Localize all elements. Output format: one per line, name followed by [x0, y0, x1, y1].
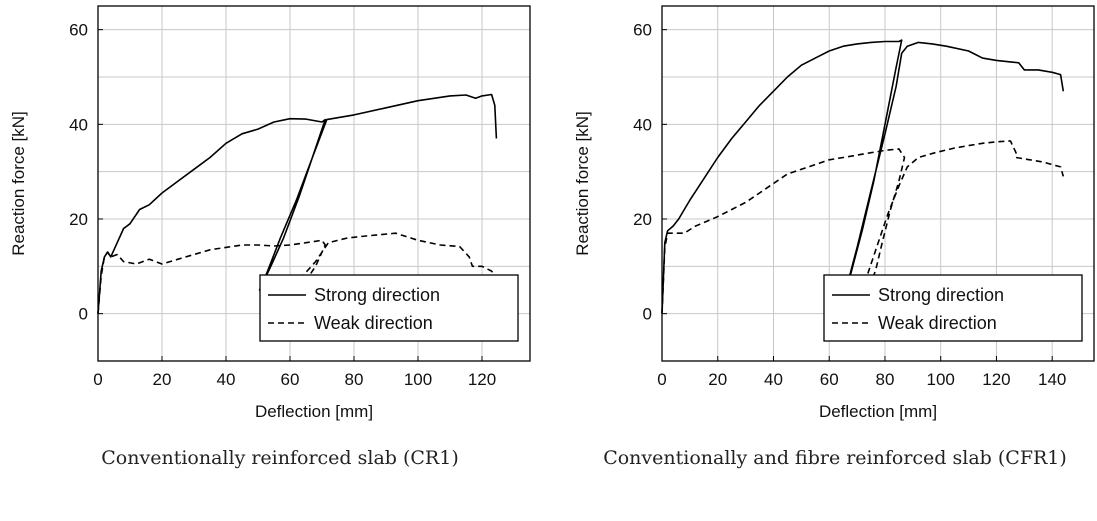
cfr1-ytick-label-2: 40 [633, 115, 652, 134]
cr1-ytick-label-1: 20 [69, 210, 88, 229]
cfr1-legend: Strong direction Weak direction [823, 274, 1083, 342]
cfr1-xaxis-label: Deflection [mm] [819, 402, 937, 421]
chart-caption-right: Conventionally and fibre reinforced slab… [603, 447, 1067, 469]
cfr1-xtick-label-1: 20 [708, 370, 727, 389]
cr1-xtick-label-4: 80 [345, 370, 364, 389]
cfr1-ytick-label-1: 20 [633, 210, 652, 229]
cr1-chart: 0 20 40 60 80 100 120 0 20 40 60 Deflection [mm] Rea… [9, 5, 531, 421]
cr1-xtick-label-0: 0 [93, 370, 102, 389]
cfr1-legend-label-0: Strong direction [878, 285, 1004, 305]
cfr1-xtick-label-2: 40 [764, 370, 783, 389]
cr1-plot-frame [97, 5, 531, 362]
cr1-xtick-label-5: 100 [404, 370, 432, 389]
cfr1-xtick-label-0: 0 [657, 370, 666, 389]
cr1-ytick-label-0: 0 [79, 305, 88, 324]
cr1-yaxis-label: Reaction force [kN] [9, 111, 28, 256]
cr1-xtick-label-6: 120 [468, 370, 496, 389]
cr1-xtick-label-3: 60 [281, 370, 300, 389]
cfr1-ytick-label-0: 0 [643, 305, 652, 324]
cfr1-xtick-label-6: 120 [982, 370, 1010, 389]
chart-caption-left: Conventionally reinforced slab (CR1) [101, 447, 459, 469]
cfr1-xtick-label-5: 100 [927, 370, 955, 389]
cr1-ytick-label-3: 60 [69, 21, 88, 40]
cr1-series-line-strong [97, 93, 498, 314]
cfr1-legend-label-1: Weak direction [878, 313, 997, 333]
cr1-legend-label-0: Strong direction [314, 285, 440, 305]
cfr1-series-line-weak [661, 140, 1065, 314]
cr1-legend-box [259, 274, 519, 342]
cfr1-xtick-label-7: 140 [1038, 370, 1066, 389]
cfr1-series-line-strong [661, 39, 1065, 314]
cfr1-plot-frame [661, 5, 1095, 362]
cfr1-yaxis-label: Reaction force [kN] [573, 111, 592, 256]
cfr1-legend-box [823, 274, 1083, 342]
cr1-xaxis-label: Deflection [mm] [255, 402, 373, 421]
cr1-legend: Strong direction Weak direction [259, 274, 519, 342]
cfr1-xtick-label-3: 60 [820, 370, 839, 389]
cfr1-xtick-label-4: 80 [876, 370, 895, 389]
cfr1-ytick-label-3: 60 [633, 21, 652, 40]
cfr1-chart: 0 20 40 60 80 100 120 140 0 20 40 60 Deflection [mm]… [573, 5, 1095, 421]
cr1-ytick-label-2: 40 [69, 115, 88, 134]
cr1-xtick-label-1: 20 [153, 370, 172, 389]
cr1-xtick-label-2: 40 [217, 370, 236, 389]
cr1-legend-label-1: Weak direction [314, 313, 433, 333]
